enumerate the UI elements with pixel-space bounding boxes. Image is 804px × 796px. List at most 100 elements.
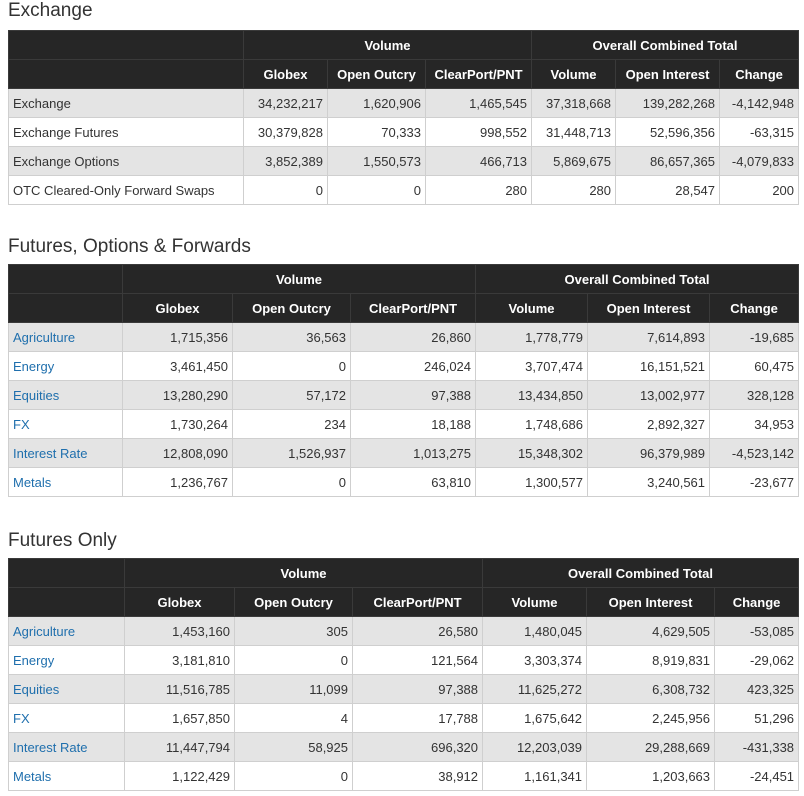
energy-link[interactable]: Energy [13, 652, 55, 668]
cell-globex: 1,715,356 [122, 322, 233, 352]
cell-globex: 13,280,290 [122, 380, 233, 410]
cell-open-interest: 6,308,732 [586, 674, 716, 704]
cell-change: -63,315 [719, 117, 800, 147]
cell-volume: 11,625,272 [482, 674, 588, 704]
cell-open-outcry: 1,526,937 [232, 438, 351, 468]
row-label-cell: Equities [8, 674, 125, 704]
cell-volume: 13,434,850 [475, 380, 589, 410]
cell-globex: 3,852,389 [243, 146, 328, 176]
col-header-globex: Globex [243, 59, 328, 89]
cell-volume: 37,318,668 [531, 88, 617, 118]
cell-change: -23,677 [709, 467, 800, 497]
cell-clearport: 280 [424, 175, 533, 205]
header-blank [8, 59, 244, 89]
row-label-cell: FX [8, 703, 125, 733]
table-row: FX 1,657,850 4 17,788 1,675,642 2,245,95… [8, 703, 800, 733]
cell-open-interest: 86,657,365 [615, 146, 721, 176]
row-label: OTC Cleared-Only Forward Swaps [8, 175, 244, 205]
cell-open-interest: 96,379,989 [587, 438, 711, 468]
interest-rate-link[interactable]: Interest Rate [13, 445, 88, 461]
cell-change: 60,475 [709, 351, 800, 381]
col-header-open-interest: Open Interest [587, 293, 711, 323]
table-row: Agriculture 1,453,160 305 26,580 1,480,0… [8, 616, 800, 646]
equities-link[interactable]: Equities [13, 387, 60, 403]
cell-change: -29,062 [714, 645, 800, 675]
col-header-clearport: ClearPort/PNT [351, 587, 484, 617]
cell-volume: 3,303,374 [482, 645, 588, 675]
col-header-change: Change [719, 59, 800, 89]
cell-globex: 30,379,828 [243, 117, 328, 147]
cell-open-outcry: 1,620,906 [327, 88, 426, 118]
energy-link[interactable]: Energy [13, 358, 55, 374]
cell-change: 34,953 [709, 409, 800, 439]
cell-open-interest: 3,240,561 [587, 467, 711, 497]
cell-clearport: 63,810 [349, 467, 477, 497]
group-header-overall: Overall Combined Total [531, 30, 800, 60]
col-header-change: Change [714, 587, 800, 617]
cell-clearport: 246,024 [349, 351, 477, 381]
row-label-cell: Metals [8, 467, 123, 497]
col-header-change: Change [709, 293, 800, 323]
fx-link[interactable]: FX [13, 710, 30, 726]
table-row: Energy 3,181,810 0 121,564 3,303,374 8,9… [8, 645, 800, 675]
agriculture-link[interactable]: Agriculture [13, 329, 76, 345]
cell-globex: 11,447,794 [124, 732, 235, 762]
cell-volume: 31,448,713 [531, 117, 617, 147]
section-title-futures-options-forwards: Futures, Options & Forwards [8, 236, 251, 257]
cell-open-outcry: 36,563 [232, 322, 351, 352]
section-title-futures-only: Futures Only [8, 530, 117, 551]
cell-open-interest: 1,203,663 [586, 761, 716, 791]
table-row: Exchange Futures 30,379,828 70,333 998,5… [8, 117, 800, 147]
cell-open-outcry: 11,099 [234, 674, 353, 704]
cell-change: -4,079,833 [719, 146, 800, 176]
col-header-globex: Globex [124, 587, 235, 617]
cell-clearport: 1,013,275 [349, 438, 477, 468]
row-label: Exchange [8, 88, 244, 118]
futures-only-table: Volume Overall Combined Total Globex Ope… [8, 558, 800, 791]
cell-open-interest: 28,547 [615, 175, 721, 205]
cell-open-outcry: 0 [232, 351, 351, 381]
header-blank [8, 293, 123, 323]
cell-clearport: 696,320 [351, 732, 484, 762]
cell-open-interest: 139,282,268 [615, 88, 721, 118]
row-label-cell: Energy [8, 645, 125, 675]
cell-globex: 1,453,160 [124, 616, 235, 646]
cell-clearport: 26,580 [351, 616, 484, 646]
interest-rate-link[interactable]: Interest Rate [13, 739, 88, 755]
metals-link[interactable]: Metals [13, 768, 52, 784]
cell-change: -431,338 [714, 732, 800, 762]
cell-open-interest: 16,151,521 [587, 351, 711, 381]
cell-globex: 0 [243, 175, 328, 205]
cell-open-outcry: 305 [234, 616, 353, 646]
cell-clearport: 38,912 [351, 761, 484, 791]
table-row: Agriculture 1,715,356 36,563 26,860 1,77… [8, 322, 800, 352]
cell-change: 423,325 [714, 674, 800, 704]
cell-globex: 12,808,090 [122, 438, 233, 468]
cell-open-interest: 4,629,505 [586, 616, 716, 646]
group-header-volume: Volume [121, 264, 477, 294]
section-title-exchange: Exchange [8, 0, 93, 21]
cell-change: 200 [719, 175, 800, 205]
cell-clearport: 97,388 [349, 380, 477, 410]
metals-link[interactable]: Metals [13, 474, 52, 490]
row-label-cell: Interest Rate [8, 732, 125, 762]
group-header-overall: Overall Combined Total [475, 264, 800, 294]
cell-open-interest: 8,919,831 [586, 645, 716, 675]
col-header-clearport: ClearPort/PNT [349, 293, 477, 323]
table-row: Interest Rate 12,808,090 1,526,937 1,013… [8, 438, 800, 468]
cell-globex: 1,236,767 [122, 467, 233, 497]
cell-change: -19,685 [709, 322, 800, 352]
fx-link[interactable]: FX [13, 416, 30, 432]
cell-open-interest: 2,245,956 [586, 703, 716, 733]
equities-link[interactable]: Equities [13, 681, 60, 697]
header-blank [8, 558, 125, 588]
cell-volume: 1,778,779 [475, 322, 589, 352]
row-label-cell: Agriculture [8, 616, 125, 646]
col-header-volume: Volume [482, 587, 588, 617]
table-row: Exchange Options 3,852,389 1,550,573 466… [8, 146, 800, 176]
agriculture-link[interactable]: Agriculture [13, 623, 76, 639]
cell-volume: 1,480,045 [482, 616, 588, 646]
table-row: Metals 1,236,767 0 63,810 1,300,577 3,24… [8, 467, 800, 497]
col-header-open-outcry: Open Outcry [232, 293, 351, 323]
cell-clearport: 26,860 [349, 322, 477, 352]
